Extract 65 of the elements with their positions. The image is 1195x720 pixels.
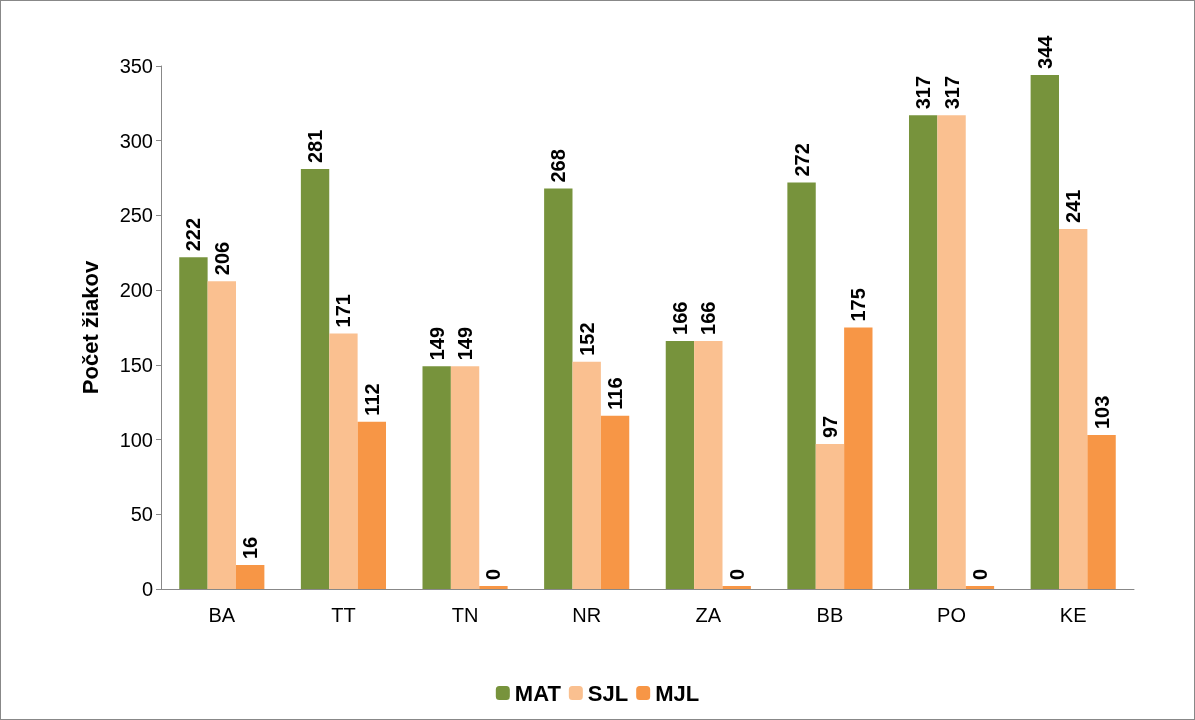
data-label: 241	[1062, 189, 1085, 223]
data-label: 103	[1090, 395, 1113, 430]
bar	[908, 115, 938, 589]
data-label: 272	[790, 143, 813, 177]
y-tick-label: 250	[119, 204, 153, 227]
x-tick-label: PO	[937, 604, 967, 626]
bar	[787, 182, 816, 589]
data-label: 344	[1033, 34, 1056, 69]
bar	[694, 340, 723, 589]
bar	[329, 333, 358, 589]
bar	[600, 415, 630, 589]
data-label: 0	[725, 568, 748, 580]
data-label: 268	[547, 149, 570, 183]
data-label: 149	[425, 326, 448, 361]
bar	[450, 366, 480, 589]
data-label: 97	[818, 415, 841, 439]
bar	[1087, 435, 1116, 589]
x-tick-label: TT	[331, 604, 356, 626]
y-axis-title: Počet žiakov	[77, 260, 103, 395]
bar	[1030, 74, 1059, 589]
data-label: 317	[940, 75, 963, 110]
x-tick-label: NR	[572, 604, 602, 626]
y-tick-label: 150	[119, 353, 153, 376]
bar	[300, 169, 330, 589]
y-tick-label: 200	[119, 279, 153, 302]
bar	[236, 565, 265, 589]
bar	[665, 340, 695, 589]
bar	[937, 115, 966, 589]
data-label: 112	[360, 383, 383, 416]
legend-label: MAT	[514, 680, 562, 706]
data-label: 116	[604, 377, 627, 410]
y-tick-label: 0	[141, 578, 153, 600]
y-tick-label: 100	[119, 428, 153, 451]
bar	[844, 327, 873, 589]
bar	[572, 361, 601, 589]
data-label: 0	[968, 568, 991, 580]
bar	[357, 421, 387, 589]
data-label: 166	[697, 301, 720, 335]
x-tick-label: KE	[1059, 604, 1087, 626]
y-tick-label: 300	[119, 129, 153, 152]
bar	[1059, 228, 1088, 589]
data-label: 152	[575, 322, 598, 356]
data-label: 175	[847, 288, 870, 322]
data-label: 149	[454, 326, 477, 361]
data-label: 206	[210, 241, 233, 276]
data-label: 281	[304, 129, 327, 164]
data-label: 0	[482, 568, 505, 580]
y-tick-label: 50	[130, 503, 153, 526]
data-label: 166	[668, 301, 691, 335]
y-tick-label: 350	[119, 55, 153, 77]
bar	[207, 281, 236, 589]
data-label: 16	[239, 536, 262, 560]
data-label: 317	[912, 75, 935, 110]
x-tick-label: BA	[208, 604, 236, 626]
data-label: 222	[182, 217, 205, 252]
x-tick-label: BB	[816, 604, 844, 626]
legend-label: MJL	[655, 680, 700, 706]
bar	[544, 188, 573, 589]
bar	[815, 444, 845, 589]
bar	[422, 366, 451, 589]
x-tick-label: TN	[451, 604, 479, 626]
legend-label: SJL	[587, 680, 629, 706]
x-tick-label: ZA	[695, 604, 722, 626]
data-label: 171	[332, 294, 355, 328]
bar	[179, 257, 208, 589]
